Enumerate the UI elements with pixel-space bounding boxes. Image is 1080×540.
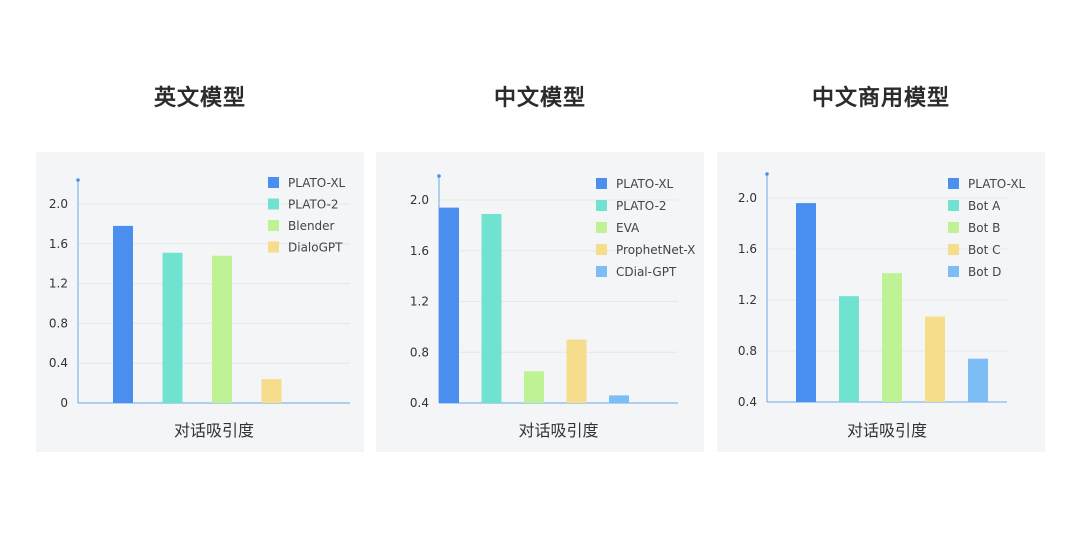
chart-section-chinese: 中文模型 0.4 0.8 1.2 1.6 2.0 对话吸引度 PLATO-XL PLATO-2…	[376, 0, 704, 540]
bar-blender	[212, 255, 232, 403]
chart-panel: 0.4 0.8 1.2 1.6 2.0 对话吸引度 PLATO-XL Bot A Bot B Bo…	[717, 152, 1045, 452]
y-tick-label: 0.4	[738, 395, 757, 409]
legend-swatch	[596, 178, 607, 189]
bar-plato-2	[481, 213, 502, 403]
bar-cdial-gpt	[609, 395, 629, 403]
legend-label: CDial-GPT	[616, 265, 677, 279]
legend-label: PLATO-2	[616, 199, 667, 213]
legend-label: EVA	[616, 221, 640, 235]
bar-prophetnet-x	[566, 339, 587, 403]
x-axis-label: 对话吸引度	[518, 421, 598, 440]
legend-swatch	[596, 266, 607, 277]
legend-swatch	[596, 244, 607, 255]
bar-bot-d	[968, 358, 988, 402]
legend-swatch	[268, 220, 279, 231]
legend-label: Bot B	[968, 221, 1000, 235]
y-tick-label: 2.0	[49, 197, 68, 211]
legend-swatch	[948, 178, 959, 189]
chart-title: 中文模型	[493, 86, 586, 111]
y-tick-label: 2.0	[410, 193, 429, 207]
y-axis-arrow	[765, 172, 769, 176]
legend-label: Bot A	[968, 199, 1001, 213]
legend-swatch	[948, 266, 959, 277]
legend-swatch	[268, 177, 279, 188]
chart-panel: 0.4 0.8 1.2 1.6 2.0 对话吸引度 PLATO-XL PLATO-2 EVA Pr…	[376, 152, 704, 452]
bar-plato-xl	[439, 207, 459, 403]
legend-label: Blender	[288, 219, 335, 233]
y-tick-label: 1.6	[738, 242, 757, 256]
chart-section-chinese-commercial: 中文商用模型 0.4 0.8 1.2 1.6 2.0 对话吸引度 PLATO-XL Bot A…	[717, 0, 1045, 540]
bar-bot-b	[882, 273, 902, 402]
bar-chart: 0.4 0.8 1.2 1.6 2.0 对话吸引度 PLATO-XL PLATO-2 EVA Pr…	[410, 174, 695, 440]
bar-chart: 0 0.4 0.8 1.2 1.6 2.0 对话吸引度 PLATO-XL PLATO-2 Blen…	[49, 176, 350, 440]
chart-title: 中文商用模型	[811, 86, 950, 111]
y-tick-label: 1.6	[410, 244, 429, 258]
bar-dialogpt	[261, 379, 282, 403]
legend-swatch	[596, 222, 607, 233]
y-tick-label: 2.0	[738, 191, 757, 205]
y-tick-label: 1.2	[410, 295, 429, 309]
legend-label: Bot C	[968, 243, 1000, 257]
legend-label: PLATO-XL	[968, 177, 1026, 191]
chart-section-english: 英文模型 0 0.4 0.8 1.2 1.6 2.0 对话吸引度 PLATO-XL PLATO-…	[36, 0, 364, 540]
y-tick-label: 0.8	[738, 344, 757, 358]
legend-label: PLATO-XL	[616, 177, 674, 191]
y-axis-arrow	[437, 174, 441, 178]
legend-swatch	[596, 200, 607, 211]
bar-plato-xl	[113, 225, 133, 403]
bar-plato-2	[162, 252, 183, 403]
legend-swatch	[948, 244, 959, 255]
y-tick-label: 1.2	[738, 293, 757, 307]
bar-bot-c	[925, 316, 945, 402]
bar-chart: 0.4 0.8 1.2 1.6 2.0 对话吸引度 PLATO-XL Bot A Bot B Bo…	[738, 172, 1026, 440]
legend-swatch	[268, 198, 279, 210]
x-axis-label: 对话吸引度	[174, 421, 254, 440]
legend-label: Bot D	[968, 265, 1001, 279]
x-axis-label: 对话吸引度	[847, 421, 927, 440]
y-tick-label: 1.2	[49, 277, 68, 291]
chart-title: 英文模型	[153, 86, 246, 111]
y-tick-label: 0	[60, 396, 68, 410]
legend-swatch	[948, 200, 959, 211]
bar-plato-xl	[796, 203, 816, 402]
bar-eva	[524, 371, 544, 403]
legend-swatch	[268, 241, 279, 253]
y-tick-label: 0.8	[49, 316, 68, 330]
y-tick-label: 0.8	[410, 345, 429, 359]
chart-panel: 0 0.4 0.8 1.2 1.6 2.0 对话吸引度 PLATO-XL PLATO-2 Blen…	[36, 152, 364, 452]
legend-label: ProphetNet-X	[616, 243, 695, 257]
bar-bot-a	[839, 296, 859, 402]
legend-label: PLATO-XL	[288, 176, 346, 190]
legend-label: DialoGPT	[288, 241, 343, 255]
y-axis-arrow	[76, 178, 80, 182]
y-tick-label: 1.6	[49, 237, 68, 251]
legend-label: PLATO-2	[288, 198, 339, 212]
y-tick-label: 0.4	[410, 396, 429, 410]
y-tick-label: 0.4	[49, 356, 68, 370]
legend-swatch	[948, 222, 959, 233]
